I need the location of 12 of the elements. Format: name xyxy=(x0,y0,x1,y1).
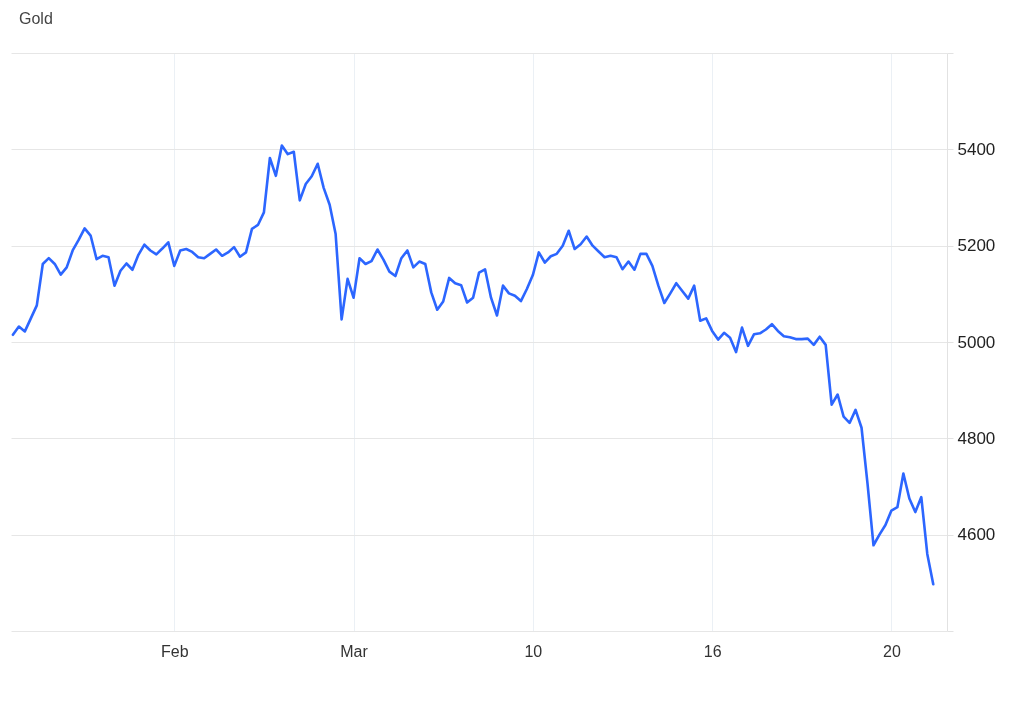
x-tick-label: 10 xyxy=(524,642,543,660)
y-tick-label: 5000 xyxy=(957,332,996,352)
y-tick-label: 5400 xyxy=(957,139,996,159)
y-tick-label: 4600 xyxy=(957,525,996,545)
y-tick-label: 4800 xyxy=(957,428,996,448)
x-tick-label: 20 xyxy=(883,642,901,660)
x-tick-label: Mar xyxy=(340,642,369,660)
x-tick-label: Feb xyxy=(160,642,189,660)
chart-title: Gold xyxy=(19,10,53,27)
x-tick-label: 16 xyxy=(703,642,722,660)
line-series xyxy=(11,144,935,586)
y-tick-label: 5200 xyxy=(957,236,996,256)
